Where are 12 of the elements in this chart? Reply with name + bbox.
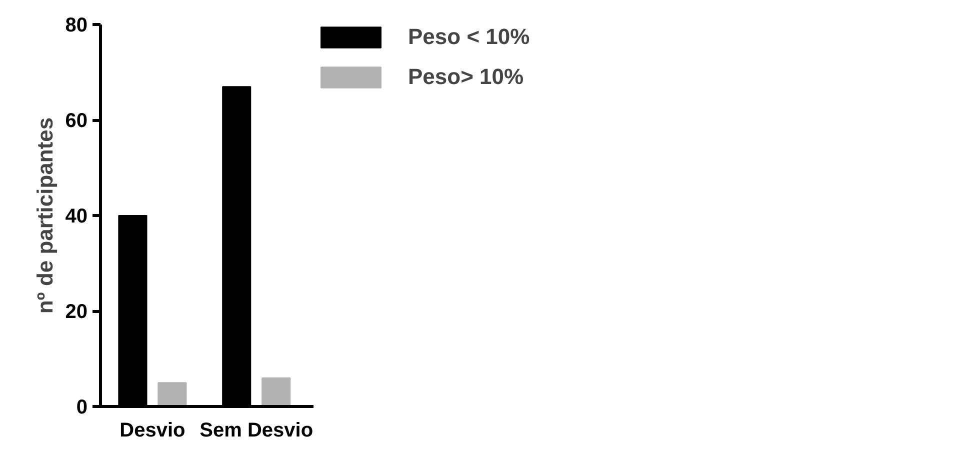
y-tick-label: 80 <box>65 14 88 36</box>
y-tick-label: 0 <box>76 396 88 418</box>
y-axis-title: nº de participantes <box>32 117 58 314</box>
bar <box>158 382 187 406</box>
x-tick-label: Sem Desvio <box>200 420 314 442</box>
y-tick-label: 60 <box>65 110 88 132</box>
y-tick-label: 20 <box>65 301 88 323</box>
y-tick-label: 40 <box>65 206 88 228</box>
legend-label: Peso> 10% <box>408 64 524 90</box>
bar <box>262 377 291 406</box>
x-tick-label: Desvio <box>120 420 186 442</box>
legend-label: Peso < 10% <box>408 24 530 50</box>
